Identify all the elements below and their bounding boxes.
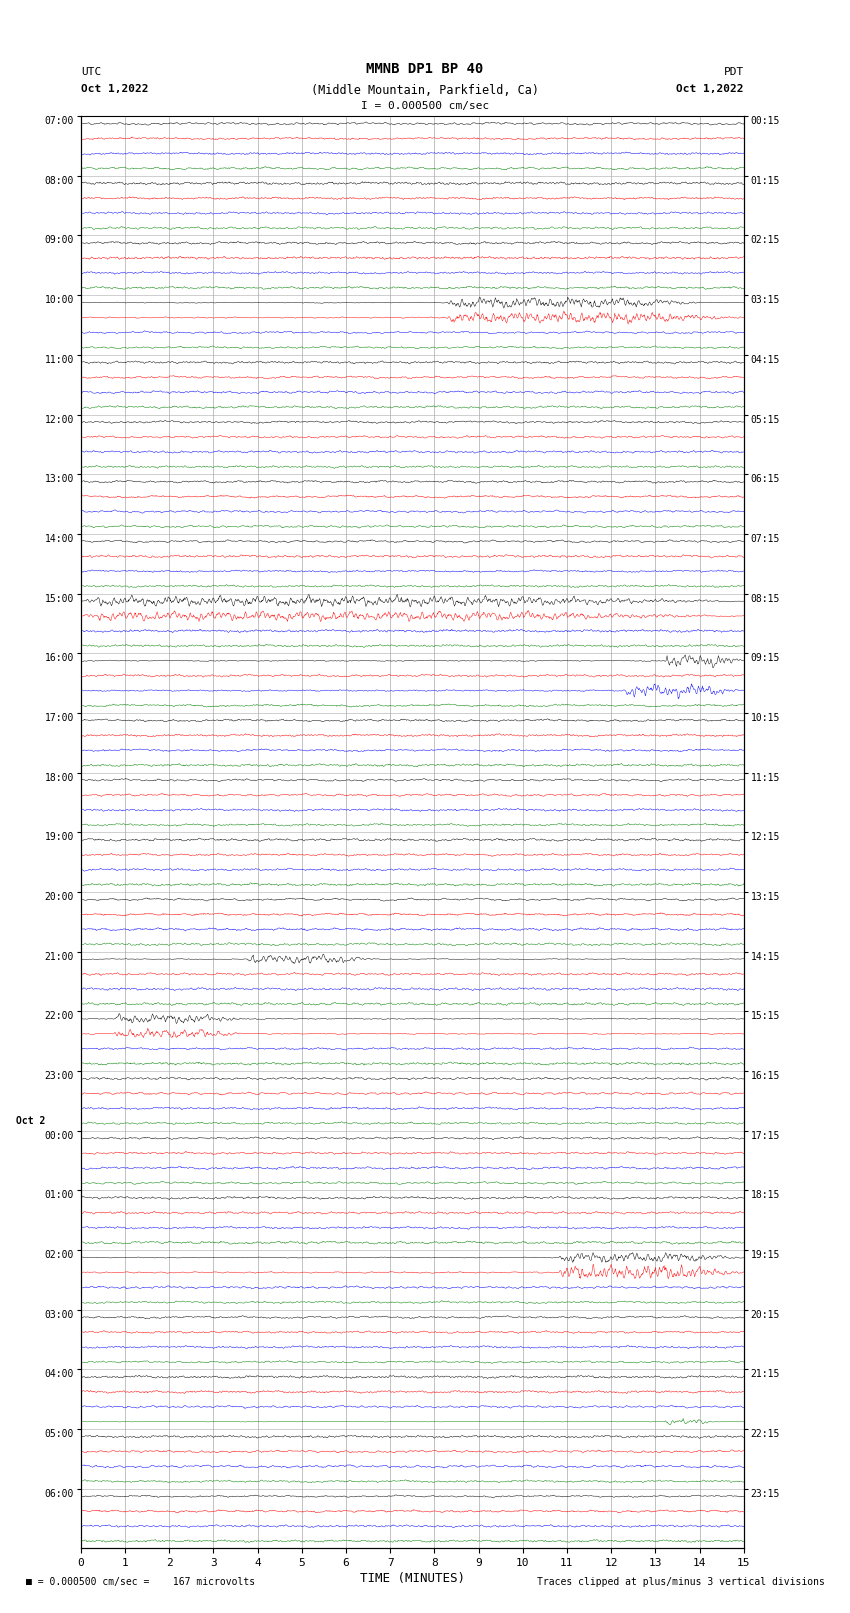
Text: (Middle Mountain, Parkfield, Ca): (Middle Mountain, Parkfield, Ca): [311, 84, 539, 97]
X-axis label: TIME (MINUTES): TIME (MINUTES): [360, 1573, 465, 1586]
Text: MMNB DP1 BP 40: MMNB DP1 BP 40: [366, 61, 484, 76]
Text: ■ = 0.000500 cm/sec =    167 microvolts: ■ = 0.000500 cm/sec = 167 microvolts: [26, 1578, 255, 1587]
Text: Oct 1,2022: Oct 1,2022: [81, 84, 148, 94]
Text: I = 0.000500 cm/sec: I = 0.000500 cm/sec: [361, 102, 489, 111]
Text: Oct 2: Oct 2: [16, 1116, 46, 1126]
Text: Oct 1,2022: Oct 1,2022: [677, 84, 744, 94]
Text: Traces clipped at plus/minus 3 vertical divisions: Traces clipped at plus/minus 3 vertical …: [536, 1578, 824, 1587]
Text: UTC: UTC: [81, 68, 101, 77]
Text: PDT: PDT: [723, 68, 744, 77]
